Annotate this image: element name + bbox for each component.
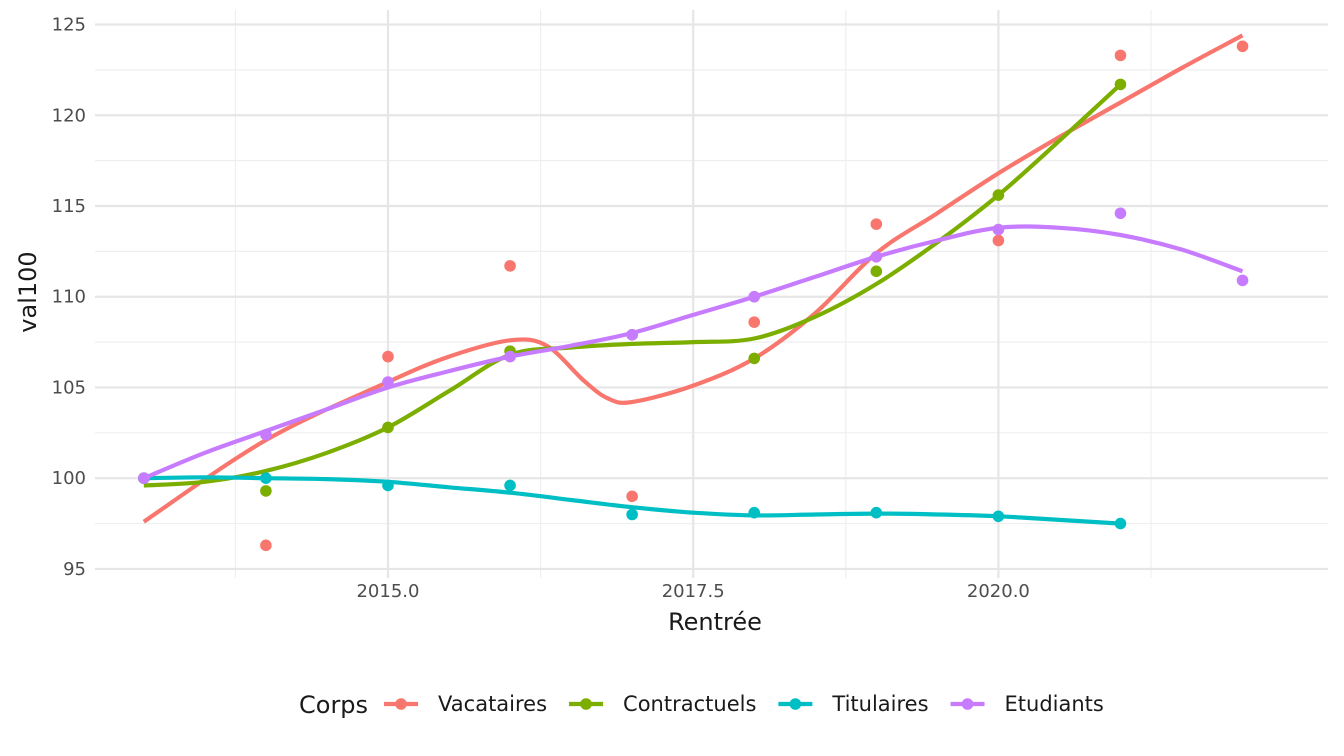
series-line	[142, 33, 1244, 524]
series-etudiants	[138, 207, 1249, 484]
y-tick-label: 100	[52, 468, 86, 489]
data-point	[1236, 40, 1249, 53]
legend-key-point	[961, 698, 974, 710]
data-point	[626, 490, 638, 503]
data-point	[1114, 207, 1127, 220]
data-point	[260, 485, 272, 497]
series-contractuels	[138, 78, 1127, 497]
x-tick-label: 2015.0	[356, 581, 419, 602]
legend-item-etudiants: Etudiants	[950, 692, 1104, 716]
y-tick-label: 95	[63, 559, 86, 580]
legend-label: Titulaires	[831, 692, 928, 716]
x-axis-ticks: 2015.0 2017.5 2020.0	[356, 581, 1029, 602]
legend-item-titulaires: Titulaires	[778, 692, 929, 716]
legend-label: Etudiants	[1005, 692, 1104, 716]
legend-key-point	[395, 698, 407, 710]
data-point	[260, 539, 272, 552]
data-point	[1114, 49, 1127, 62]
series-line	[143, 82, 1122, 488]
legend: Corps Vacataires Contractuels Titulaires Et…	[299, 691, 1104, 719]
x-tick-label: 2017.5	[662, 581, 725, 602]
y-tick-label: 115	[52, 196, 86, 217]
major-gridlines	[95, 10, 1328, 578]
x-tick-label: 2020.0	[967, 581, 1030, 602]
data-point	[626, 508, 638, 521]
data-point	[382, 350, 394, 363]
data-point	[1236, 274, 1249, 287]
legend-label: Vacataires	[438, 692, 547, 716]
data-point	[870, 218, 883, 230]
data-point	[748, 352, 761, 365]
series-layer	[138, 33, 1249, 552]
data-point	[748, 316, 761, 328]
data-point	[504, 260, 516, 272]
legend-key-point	[789, 698, 802, 710]
series-titulaires	[138, 472, 1127, 530]
series-line	[143, 224, 1244, 481]
y-tick-label: 120	[52, 105, 86, 126]
data-point	[504, 479, 516, 492]
data-point	[870, 265, 883, 278]
legend-item-vacataires: Vacataires	[384, 692, 547, 716]
data-point	[992, 234, 1005, 247]
y-axis-title: val100	[14, 251, 42, 332]
y-tick-label: 125	[52, 15, 86, 36]
x-axis-title: Rentrée	[668, 608, 762, 636]
legend-item-contractuels: Contractuels	[569, 692, 756, 716]
minor-gridlines	[95, 10, 1328, 578]
y-axis-ticks: 95 100 105 110 115 120 125	[52, 15, 86, 580]
legend-title: Corps	[299, 691, 368, 719]
series-vacataires	[138, 33, 1249, 552]
y-tick-label: 110	[52, 287, 86, 308]
legend-label: Contractuels	[623, 692, 756, 716]
legend-key-point	[580, 698, 592, 710]
y-tick-label: 105	[52, 377, 86, 398]
series-line	[143, 475, 1121, 526]
